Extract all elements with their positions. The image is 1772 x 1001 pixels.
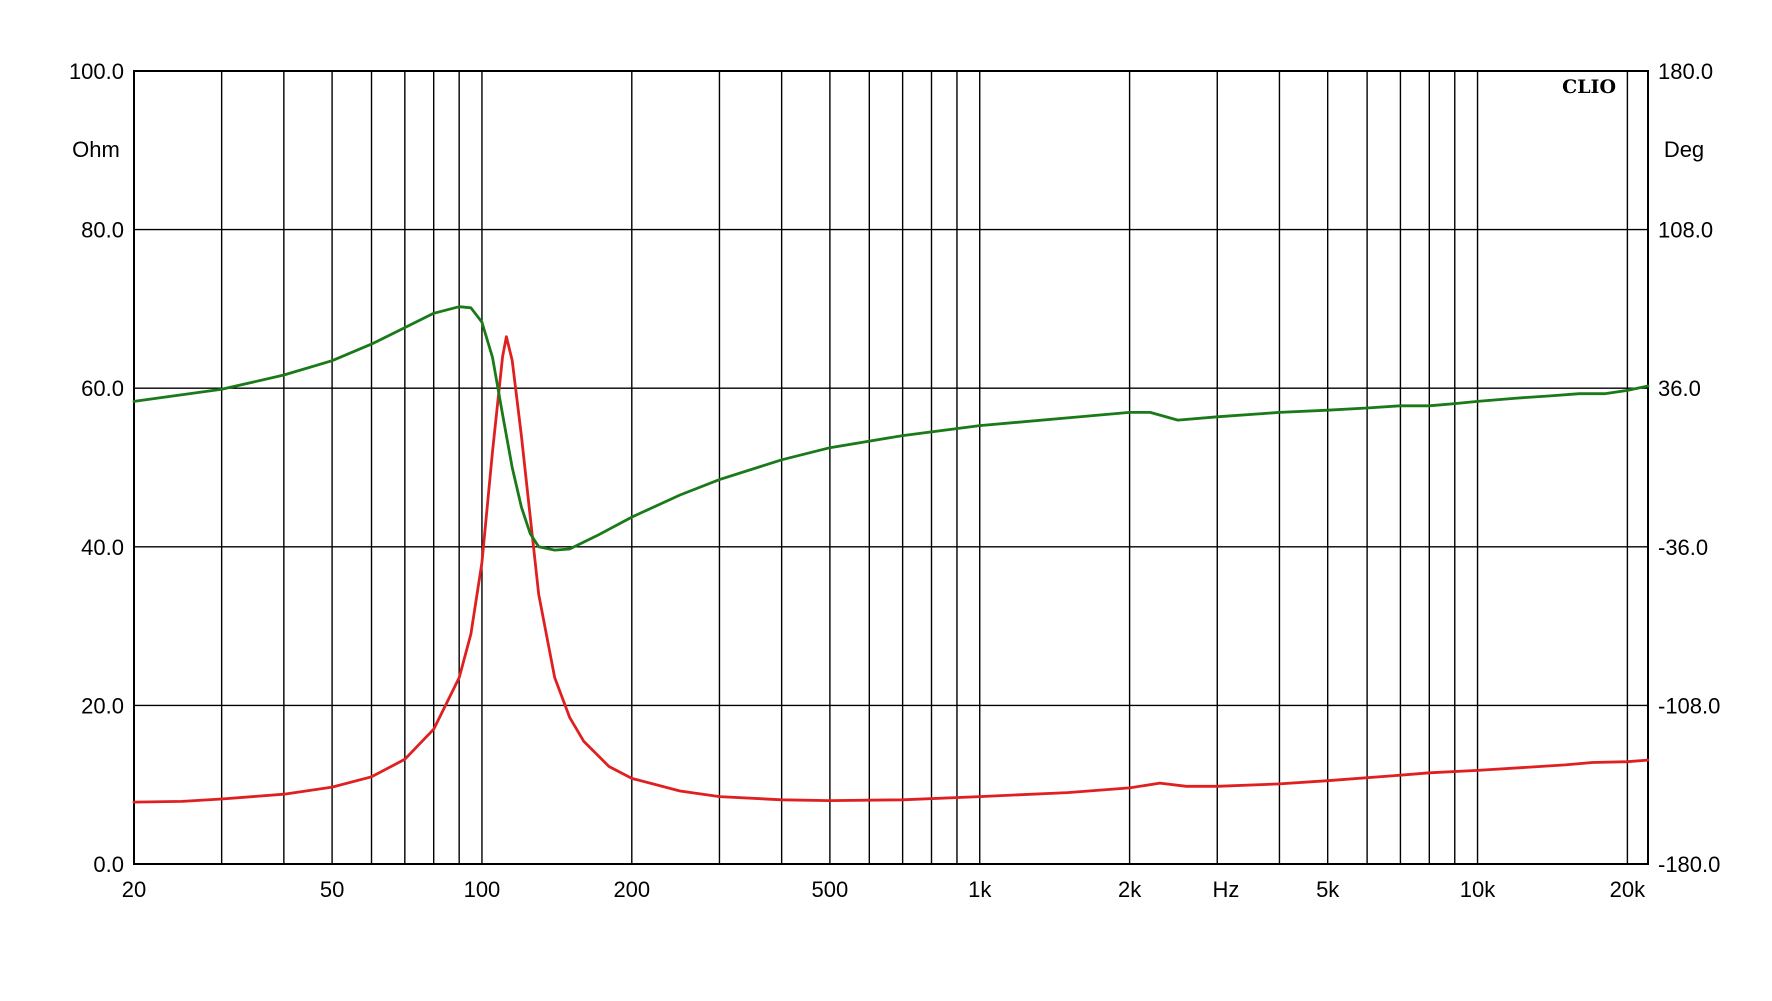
y-tick-label-right: -36.0 (1658, 535, 1708, 560)
impedance-curve (132, 335, 1650, 804)
plot-frame (133, 70, 1649, 865)
y-tick-label-left: 60.0 (81, 376, 124, 401)
y-tick-label-left: 80.0 (81, 218, 124, 243)
left-axis-unit-label: Ohm (72, 137, 120, 162)
vertical-gridlines (133, 71, 1629, 864)
series-layer (132, 305, 1650, 804)
y-tick-label-left: 20.0 (81, 693, 124, 718)
y-tick-label-right: 36.0 (1658, 376, 1701, 401)
right-axis-labels: 180.0 108.0 36.0 -36.0 -108.0 -180.0 (1658, 59, 1720, 877)
x-tick-label: 2k (1118, 877, 1142, 902)
y-tick-label-right: 180.0 (1658, 59, 1713, 84)
x-tick-label: 100 (464, 877, 501, 902)
x-tick-label: 20k (1610, 877, 1646, 902)
x-tick-label: 20 (122, 877, 146, 902)
y-tick-label-left: 0.0 (93, 852, 124, 877)
y-tick-label-right: -108.0 (1658, 693, 1720, 718)
x-tick-label: 5k (1316, 877, 1340, 902)
right-axis-unit-label: Deg (1664, 137, 1704, 162)
left-axis-labels: 100.0 80.0 60.0 40.0 20.0 0.0 (69, 59, 124, 877)
y-tick-label-left: 100.0 (69, 59, 124, 84)
clio-brand-label: CLIO (1562, 76, 1616, 98)
x-tick-label: 50 (320, 877, 344, 902)
y-tick-label-left: 40.0 (81, 535, 124, 560)
x-axis-unit-label: Hz (1213, 877, 1240, 902)
x-axis-labels: 20 50 100 200 500 1k 2k 5k 10k 20k (122, 877, 1646, 902)
x-tick-label: 10k (1460, 877, 1496, 902)
phase-curve (132, 305, 1650, 552)
y-tick-label-right: 108.0 (1658, 218, 1713, 243)
x-tick-label: 200 (613, 877, 650, 902)
x-tick-label: 1k (968, 877, 992, 902)
x-tick-label: 500 (812, 877, 849, 902)
y-tick-label-right: -180.0 (1658, 852, 1720, 877)
